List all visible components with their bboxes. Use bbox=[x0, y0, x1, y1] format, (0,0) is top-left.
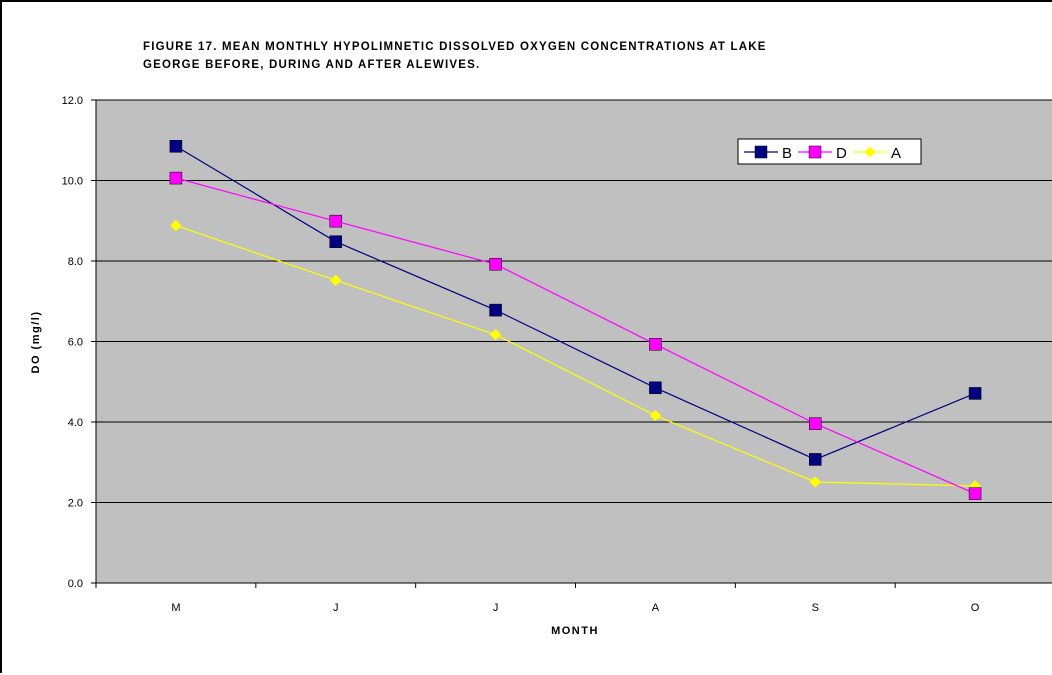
y-tick-label: 6.0 bbox=[68, 337, 83, 349]
data-point bbox=[649, 409, 662, 422]
x-tick-label: M bbox=[171, 602, 180, 614]
legend-item-A: A bbox=[853, 145, 901, 162]
data-point bbox=[169, 171, 183, 185]
y-tick-label: 10.0 bbox=[62, 176, 83, 188]
data-point bbox=[809, 453, 822, 466]
y-tick-label: 12.0 bbox=[62, 95, 83, 107]
data-point bbox=[649, 381, 662, 395]
data-point bbox=[649, 338, 662, 351]
y-axis-title: DO (mg/l) bbox=[30, 311, 42, 374]
series-line bbox=[175, 177, 976, 495]
y-tick-label: 4.0 bbox=[68, 417, 83, 429]
chart-title-line-2: GEORGE BEFORE, DURING AND AFTER ALEWIVES… bbox=[143, 59, 480, 71]
data-point bbox=[489, 303, 502, 317]
legend-item-B: B bbox=[744, 145, 792, 162]
data-point bbox=[329, 274, 342, 287]
x-tick-label: A bbox=[652, 602, 660, 614]
chart-title-line-1: FIGURE 17. MEAN MONTHLY HYPOLIMNETIC DIS… bbox=[143, 41, 767, 53]
data-point bbox=[489, 257, 502, 271]
series-D bbox=[169, 171, 982, 500]
legend-marker bbox=[808, 145, 822, 159]
data-point bbox=[968, 487, 982, 500]
data-point bbox=[170, 219, 182, 232]
y-tick-labels: 0.0 2.0 4.0 6.0 8.0 10.0 12.0 bbox=[62, 95, 96, 590]
legend-marker bbox=[754, 145, 768, 159]
data-point bbox=[329, 235, 342, 248]
data-point bbox=[809, 476, 822, 488]
data-point bbox=[169, 140, 183, 153]
x-tick-label: J bbox=[333, 602, 339, 614]
gridlines bbox=[96, 99, 1052, 503]
x-axis-title: MONTH bbox=[551, 625, 599, 637]
series-layer bbox=[169, 140, 982, 500]
data-point bbox=[489, 328, 502, 341]
legend-marker bbox=[864, 146, 876, 158]
series-B bbox=[169, 140, 982, 466]
data-point bbox=[968, 387, 982, 400]
data-point bbox=[329, 214, 342, 228]
y-tick-label: 0.0 bbox=[68, 578, 83, 590]
legend-label: A bbox=[891, 145, 901, 162]
y-tick-label: 8.0 bbox=[68, 256, 83, 268]
y-tick-label: 2.0 bbox=[68, 498, 83, 510]
x-tick-label: J bbox=[493, 602, 499, 614]
series-line bbox=[175, 225, 976, 487]
legend-label: D bbox=[836, 145, 847, 162]
series-line bbox=[175, 145, 976, 461]
legend-item-D: D bbox=[798, 145, 847, 162]
x-tick-label: O bbox=[971, 602, 980, 614]
legend-label: B bbox=[782, 145, 792, 162]
data-point bbox=[809, 417, 822, 430]
x-tick-label: S bbox=[812, 602, 819, 614]
